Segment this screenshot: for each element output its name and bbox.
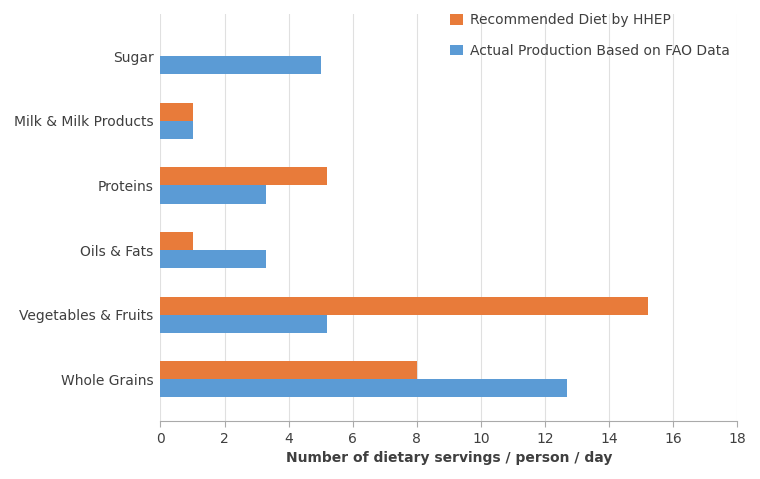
Bar [160,315,327,333]
Bar [160,121,192,139]
Bar [160,379,568,397]
Bar [160,167,327,185]
Bar [160,250,266,268]
X-axis label: Number of dietary servings / person / day: Number of dietary servings / person / da… [286,451,612,465]
Legend: Recommended Diet by HHEP, Actual Production Based on FAO Data: Recommended Diet by HHEP, Actual Product… [450,13,730,58]
Bar [160,185,266,204]
Bar [160,232,192,250]
Bar [160,297,648,315]
Bar [160,57,321,74]
Bar [160,103,192,121]
Bar [160,361,416,379]
